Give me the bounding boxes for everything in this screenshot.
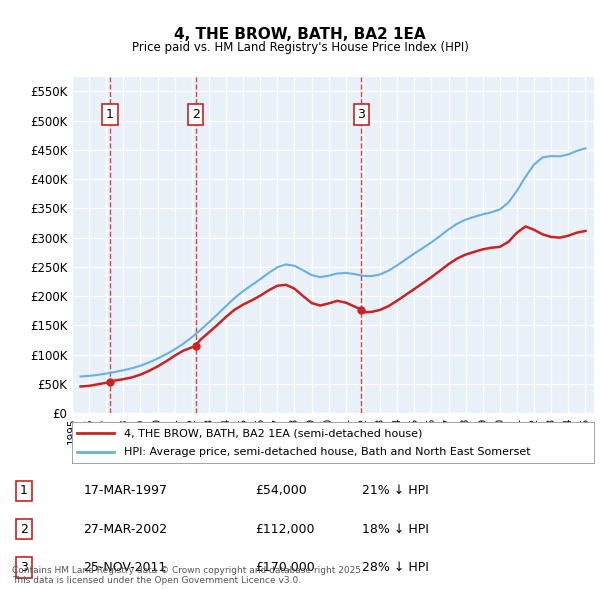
Text: 2: 2 bbox=[20, 523, 28, 536]
Text: 18% ↓ HPI: 18% ↓ HPI bbox=[362, 523, 429, 536]
Text: £54,000: £54,000 bbox=[256, 484, 307, 497]
Text: 21% ↓ HPI: 21% ↓ HPI bbox=[362, 484, 429, 497]
Text: 1: 1 bbox=[106, 108, 114, 121]
Text: £170,000: £170,000 bbox=[256, 560, 315, 574]
Text: 2: 2 bbox=[192, 108, 200, 121]
Text: 4, THE BROW, BATH, BA2 1EA: 4, THE BROW, BATH, BA2 1EA bbox=[174, 27, 426, 41]
Text: 3: 3 bbox=[20, 560, 28, 574]
Text: 25-NOV-2011: 25-NOV-2011 bbox=[83, 560, 166, 574]
Text: 17-MAR-1997: 17-MAR-1997 bbox=[83, 484, 167, 497]
Text: 4, THE BROW, BATH, BA2 1EA (semi-detached house): 4, THE BROW, BATH, BA2 1EA (semi-detache… bbox=[124, 428, 422, 438]
Text: HPI: Average price, semi-detached house, Bath and North East Somerset: HPI: Average price, semi-detached house,… bbox=[124, 447, 531, 457]
Text: 27-MAR-2002: 27-MAR-2002 bbox=[83, 523, 167, 536]
Text: £112,000: £112,000 bbox=[256, 523, 315, 536]
Text: 3: 3 bbox=[358, 108, 365, 121]
Text: Price paid vs. HM Land Registry's House Price Index (HPI): Price paid vs. HM Land Registry's House … bbox=[131, 41, 469, 54]
Text: Contains HM Land Registry data © Crown copyright and database right 2025.
This d: Contains HM Land Registry data © Crown c… bbox=[12, 566, 364, 585]
Text: 1: 1 bbox=[20, 484, 28, 497]
Text: 28% ↓ HPI: 28% ↓ HPI bbox=[362, 560, 429, 574]
